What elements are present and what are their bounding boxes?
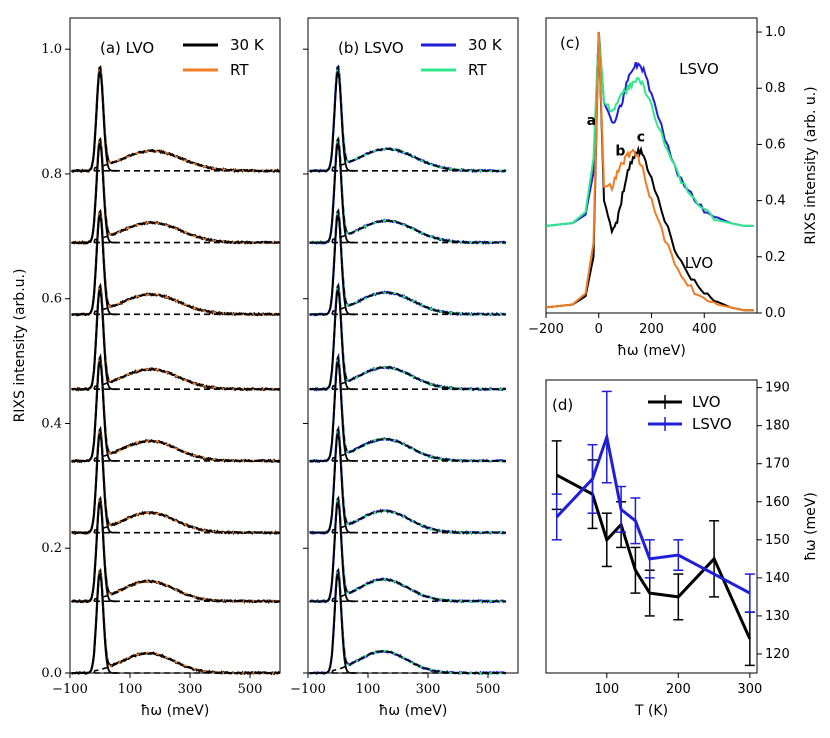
- ylabel-a: RIXS intensity (arb.u.): [12, 269, 28, 423]
- ytick-label-d-2: 140: [765, 571, 790, 586]
- ylabel-d: ħω (meV): [803, 492, 819, 561]
- xtick-label-b-3: 500: [476, 682, 501, 697]
- fit-elastic-a-1: [71, 500, 118, 603]
- panel-label-d: (d): [552, 396, 573, 414]
- xtick-label-a-1: 100: [118, 682, 143, 697]
- fit-elastic-a-0: [71, 571, 118, 674]
- legend-label-d-0: LVO: [692, 393, 721, 411]
- ylabel-c: RIXS intensity (arb. u.): [803, 86, 819, 244]
- fit-magnon-b-6: [331, 219, 506, 244]
- ytick-label-c-2: 0.4: [765, 194, 786, 209]
- xtick-label-a-0: −100: [52, 682, 88, 697]
- spectrum-c-3: [546, 31, 754, 227]
- fit-elastic-b-1: [309, 500, 356, 603]
- fit-elastic-b-5: [309, 213, 356, 316]
- fit-magnon-b-3: [331, 438, 506, 462]
- panel-c-frame: [545, 17, 758, 314]
- ytick-label-a-4: 0.8: [41, 167, 62, 182]
- ytick-label-a-0: 0.0: [41, 666, 62, 681]
- fit-elastic-a-3: [71, 359, 118, 462]
- legend-label-d-1: LSVO: [692, 415, 732, 433]
- xlabel-a: ħω (meV): [141, 703, 210, 719]
- ytick-label-d-3: 150: [765, 533, 790, 548]
- fit-magnon-b-5: [331, 291, 506, 316]
- ytick-label-c-3: 0.6: [765, 137, 786, 152]
- fit-elastic-b-0: [309, 571, 356, 674]
- fit-magnon-a-3: [93, 440, 280, 462]
- xtick-label-c-2: 200: [639, 322, 664, 337]
- xtick-label-b-2: 300: [416, 682, 441, 697]
- legend-label-b-0: 30 K: [468, 36, 503, 54]
- fit-elastic-b-3: [309, 359, 356, 462]
- xtick-label-c-3: 400: [692, 322, 717, 337]
- annotation-lvo: LVO: [685, 254, 714, 272]
- fit-elastic-b-6: [309, 141, 356, 244]
- annotation-b: b: [615, 144, 625, 160]
- ytick-label-c-0: 0.0: [765, 306, 786, 321]
- xtick-label-a-2: 300: [178, 682, 203, 697]
- xtick-label-d-2: 300: [737, 682, 762, 697]
- legend-label-b-1: RT: [468, 61, 487, 79]
- ytick-label-d-7: 190: [765, 381, 790, 396]
- fit-elastic-b-2: [309, 431, 356, 534]
- xlabel-d: T (K): [634, 703, 668, 719]
- xtick-label-c-0: −200: [528, 322, 564, 337]
- fit-elastic-a-2: [71, 431, 118, 534]
- fit-magnon-a-2: [93, 511, 280, 534]
- xtick-label-d-0: 100: [594, 682, 619, 697]
- xtick-label-c-1: 0: [595, 322, 603, 337]
- ytick-label-a-3: 0.6: [41, 292, 62, 307]
- legend-label-a-0: 30 K: [230, 36, 265, 54]
- spectrum-c-1: [546, 31, 754, 312]
- ytick-label-c-4: 0.8: [765, 81, 786, 96]
- ytick-label-d-5: 170: [765, 457, 790, 472]
- fit-elastic-b-4: [309, 287, 356, 391]
- ytick-label-a-2: 0.4: [41, 416, 62, 431]
- ytick-label-d-0: 120: [765, 647, 790, 662]
- xtick-label-b-1: 100: [356, 682, 381, 697]
- legend-label-a-1: RT: [230, 61, 249, 79]
- fit-magnon-b-2: [331, 510, 506, 534]
- xtick-label-b-0: −100: [290, 682, 326, 697]
- line-d-1: [555, 431, 751, 595]
- ytick-label-d-6: 180: [765, 419, 790, 434]
- xtick-label-a-3: 500: [238, 682, 263, 697]
- ytick-label-a-1: 0.2: [41, 541, 62, 556]
- ytick-label-a-5: 1.0: [41, 42, 62, 57]
- fit-magnon-a-0: [93, 652, 280, 674]
- xlabel-c: ħω (meV): [617, 343, 686, 359]
- fit-elastic-a-5: [71, 213, 118, 316]
- fit-magnon-b-0: [331, 650, 506, 674]
- fit-elastic-a-4: [71, 287, 118, 391]
- panel-label-a: (a) LVO: [100, 39, 154, 57]
- ytick-label-d-4: 160: [765, 495, 790, 510]
- xtick-label-d-1: 200: [666, 682, 691, 697]
- fit-elastic-a-7: [71, 69, 118, 172]
- annotation-c: c: [637, 130, 645, 146]
- panel-d-frame: [545, 379, 758, 674]
- ytick-label-c-1: 0.2: [765, 250, 786, 265]
- fit-magnon-b-1: [331, 578, 506, 603]
- annotation-lsvo: LSVO: [679, 60, 719, 78]
- xlabel-b: ħω (meV): [379, 703, 448, 719]
- ytick-label-d-1: 130: [765, 609, 790, 624]
- panel-label-c: (c): [560, 34, 580, 52]
- fit-elastic-a-6: [71, 141, 118, 244]
- spectrum-c-0: [546, 31, 754, 312]
- fit-magnon-b-7: [331, 148, 506, 172]
- panel-label-b: (b) LSVO: [338, 39, 404, 57]
- fit-elastic-b-7: [309, 69, 356, 172]
- annotation-a: a: [587, 113, 596, 129]
- ytick-label-c-5: 1.0: [765, 25, 786, 40]
